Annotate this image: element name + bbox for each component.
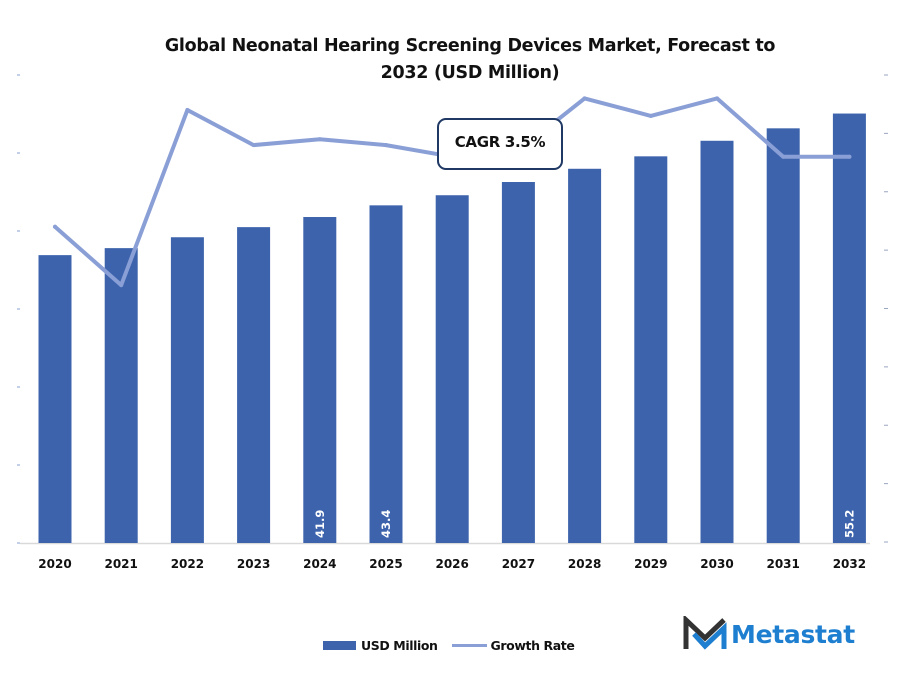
bar-2032	[832, 113, 866, 543]
x-tick-label-2027: 2027	[502, 557, 535, 571]
x-tick-label-2020: 2020	[38, 557, 71, 571]
bar-2025	[369, 205, 403, 543]
data-label-2032: 55.2	[842, 510, 856, 538]
x-tick-label-2025: 2025	[369, 557, 402, 571]
bar-2021	[104, 248, 138, 543]
growth-point-2025	[384, 143, 388, 148]
bar-2030	[700, 140, 734, 544]
growth-point-2031	[781, 154, 786, 159]
legend-line-label: Growth Rate	[490, 638, 575, 653]
growth-point-2023	[251, 143, 256, 148]
x-tick-label-2029: 2029	[634, 557, 667, 571]
growth-point-2024	[317, 137, 322, 142]
x-tick-label-2022: 2022	[171, 557, 204, 571]
x-tick-label-2024: 2024	[303, 557, 336, 571]
data-label-2025: 43.4	[379, 510, 393, 538]
legend-bar-label: USD Million	[361, 638, 438, 653]
x-tick-label-2032: 2032	[833, 557, 866, 571]
bar-2023	[237, 227, 271, 543]
bar-2031	[766, 128, 800, 544]
logo-text: Metastat	[731, 619, 855, 649]
x-tick-label-2021: 2021	[104, 557, 137, 571]
left-axis-ticks	[17, 74, 20, 544]
bar-2026	[435, 195, 469, 543]
bar-2027	[501, 182, 535, 543]
x-tick-label-2031: 2031	[766, 557, 799, 571]
right-axis-ticks	[884, 74, 888, 543]
data-label-2024: 41.9	[313, 510, 327, 538]
bar-2024	[303, 217, 337, 543]
cagr-annotation: CAGR 3.5%	[437, 118, 563, 170]
x-axis-labels: 2020 2021 2022 2023 2024 2025 2026 2027 2028 2029…	[38, 557, 866, 571]
growth-point-2029	[648, 113, 653, 118]
chart-title: Global Neonatal Hearing Screening Device…	[110, 33, 830, 87]
chart-title-line-1: Global Neonatal Hearing Screening Device…	[164, 36, 776, 56]
cagr-text: CAGR 3.5%	[454, 133, 546, 151]
growth-point-2030	[715, 96, 719, 101]
growth-point-2021	[119, 283, 124, 288]
chart-title-line-2: 2032 (USD Million)	[380, 63, 560, 83]
growth-point-2032	[847, 154, 852, 159]
bar-2028	[568, 168, 602, 544]
growth-point-2028	[582, 96, 587, 101]
x-tick-label-2023: 2023	[237, 557, 270, 571]
x-tick-label-2026: 2026	[435, 557, 468, 571]
bar-2022	[170, 237, 204, 543]
x-tick-label-2030: 2030	[700, 557, 733, 571]
metastat-m-icon	[683, 616, 727, 650]
growth-point-2020	[53, 224, 57, 229]
legend-line-swatch	[451, 644, 487, 647]
bar-2029	[634, 156, 668, 544]
data-labels: 41.9 43.4 55.2	[313, 510, 857, 538]
x-tick-label-2028: 2028	[568, 557, 601, 571]
legend-bar-swatch	[323, 641, 356, 650]
bar-2020	[38, 255, 72, 543]
bar-series	[38, 113, 866, 544]
growth-point-2022	[185, 108, 190, 113]
metastat-logo: Metastat	[683, 616, 855, 652]
legend: USD Million Growth Rate	[323, 638, 575, 653]
